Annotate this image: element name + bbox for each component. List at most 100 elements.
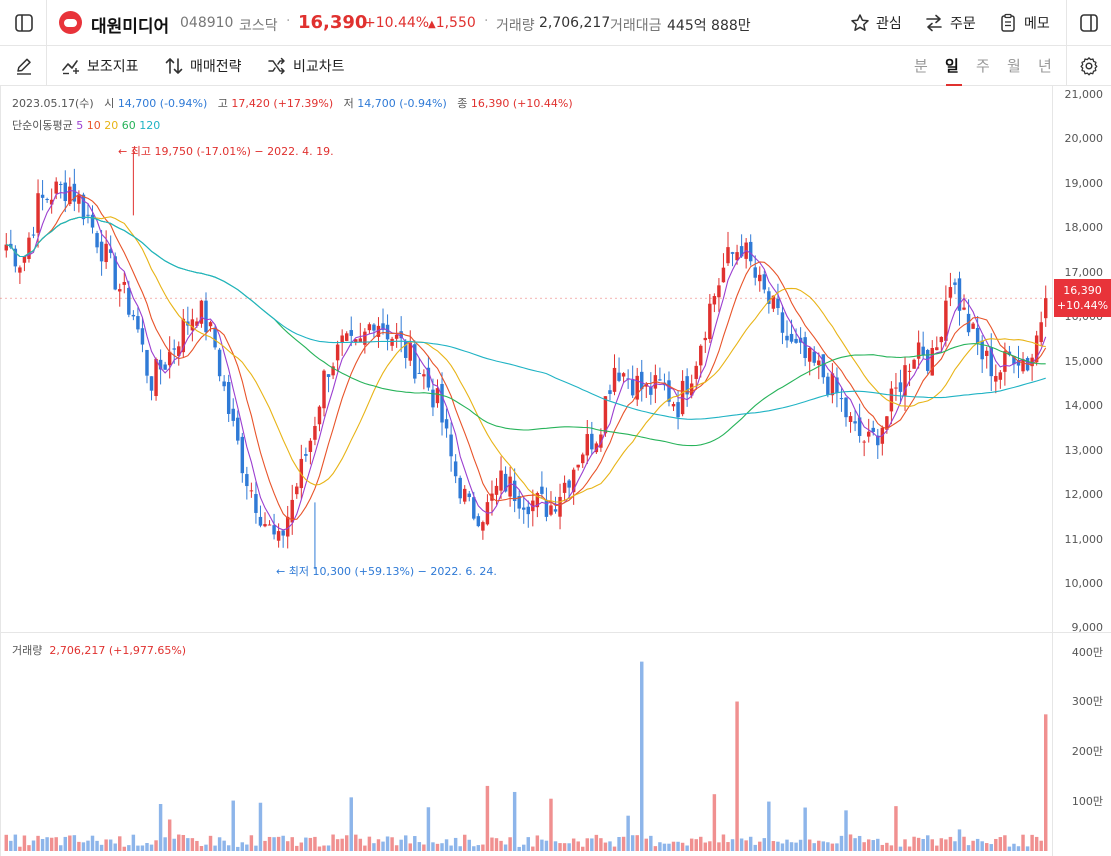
volume-bar [313,836,317,851]
sidebar-toggle-icon[interactable] [2,1,46,45]
candle-body [349,330,353,336]
candle-body [335,344,340,361]
candle-body [871,427,875,432]
candle-body [372,324,376,331]
candle-body [444,419,449,429]
volume-bar [753,844,757,851]
candle-body [317,406,322,425]
volume-bar [907,846,912,851]
candle-body [113,256,117,290]
candle-body [512,480,517,502]
volume-bar [694,839,698,851]
volume-bar [576,841,580,851]
low-value: 14,700 (-0.94%) [357,97,447,110]
volume-bar [503,844,508,851]
open-label: 시 [104,97,115,110]
order-button[interactable]: 주문 [924,10,976,36]
volume-bar [826,842,830,851]
candle-body [1034,335,1039,363]
candle-body [994,376,998,382]
candle-body [322,370,326,409]
ma-10: 10 [86,119,101,132]
candle-body [576,464,580,468]
period-year-tab[interactable]: 년 [1038,57,1052,75]
candle-body [935,347,939,351]
candle-body [358,338,363,342]
candle-body [998,372,1003,380]
volume-bar [989,844,993,851]
candle-body [476,516,481,527]
volume-bar [866,839,871,851]
volume-bar [957,829,962,851]
volume-bar [363,845,367,851]
volume-bar [708,841,712,851]
volume-bar [145,843,149,851]
memo-button[interactable]: 메모 [998,10,1050,36]
volume-bar [462,834,467,851]
volume-bar [453,837,458,851]
candle-body [907,370,912,372]
candle-body [599,434,603,448]
volume-bar [204,844,208,851]
volume-bar [680,842,685,851]
indicator-button[interactable]: 보조지표 [61,55,139,77]
volume-bar [267,836,272,851]
candle-body [876,435,880,446]
watch-button[interactable]: 관심 [850,10,902,36]
candle-body [1012,356,1016,365]
candle-body [826,376,830,395]
volume-bar [894,806,898,851]
strategy-button[interactable]: 매매전략 [164,55,242,77]
watch-label: 관심 [876,16,902,32]
ma-label: 단순이동평균 [12,119,73,132]
period-week-tab[interactable]: 주 [976,57,990,75]
volume-panel-value: 2,706,217 (+1,977.65%) [49,644,187,657]
candle-body [1044,298,1048,319]
volume-bar [181,834,186,851]
candle-body [208,322,213,327]
period-month-tab[interactable]: 월 [1007,57,1021,75]
period-day-tab[interactable]: 일 [945,57,959,75]
draw-pencil-icon[interactable] [2,44,46,88]
price-tick: 12,000 [1064,488,1104,501]
divider [46,0,47,46]
ma-20: 20 [104,119,119,132]
volume-bar [376,839,381,851]
candle-body [694,365,698,379]
candle-body [49,199,54,205]
candle-body [195,321,199,326]
volume-bar [358,838,363,851]
candle-body [1030,357,1034,367]
compare-button[interactable]: 비교차트 [267,55,345,77]
candle-body [1016,360,1021,366]
volume-bar [935,845,939,851]
candle-body [204,300,208,333]
volume-bar [975,838,980,851]
period-minute-tab[interactable]: 분 [914,57,928,75]
volume-bar [63,836,68,851]
candle-body [603,396,608,434]
ma-120: 120 [139,119,161,132]
candle-body [730,252,735,254]
volume-bar [344,835,349,851]
stock-chart[interactable] [0,86,1111,856]
panel-toggle-icon[interactable] [1067,1,1111,45]
volume-bar [780,843,785,851]
candle-body [27,237,31,259]
candle-body [481,522,485,531]
candle-body [517,496,521,509]
volume-tick: 100만 [1071,795,1103,808]
settings-gear-icon[interactable] [1067,44,1111,88]
volume-bar [553,841,558,851]
volume-bar [22,835,27,851]
strategy-label: 매매전략 [190,59,242,75]
volume-bar [1044,714,1048,851]
candle-body [948,287,953,298]
volume-bar [748,836,753,851]
volume-bar [440,843,444,851]
volume-bar [113,843,117,851]
volume-bar [671,841,676,851]
candle-body [458,477,462,499]
candle-body [158,359,163,370]
candle-body [857,417,862,436]
